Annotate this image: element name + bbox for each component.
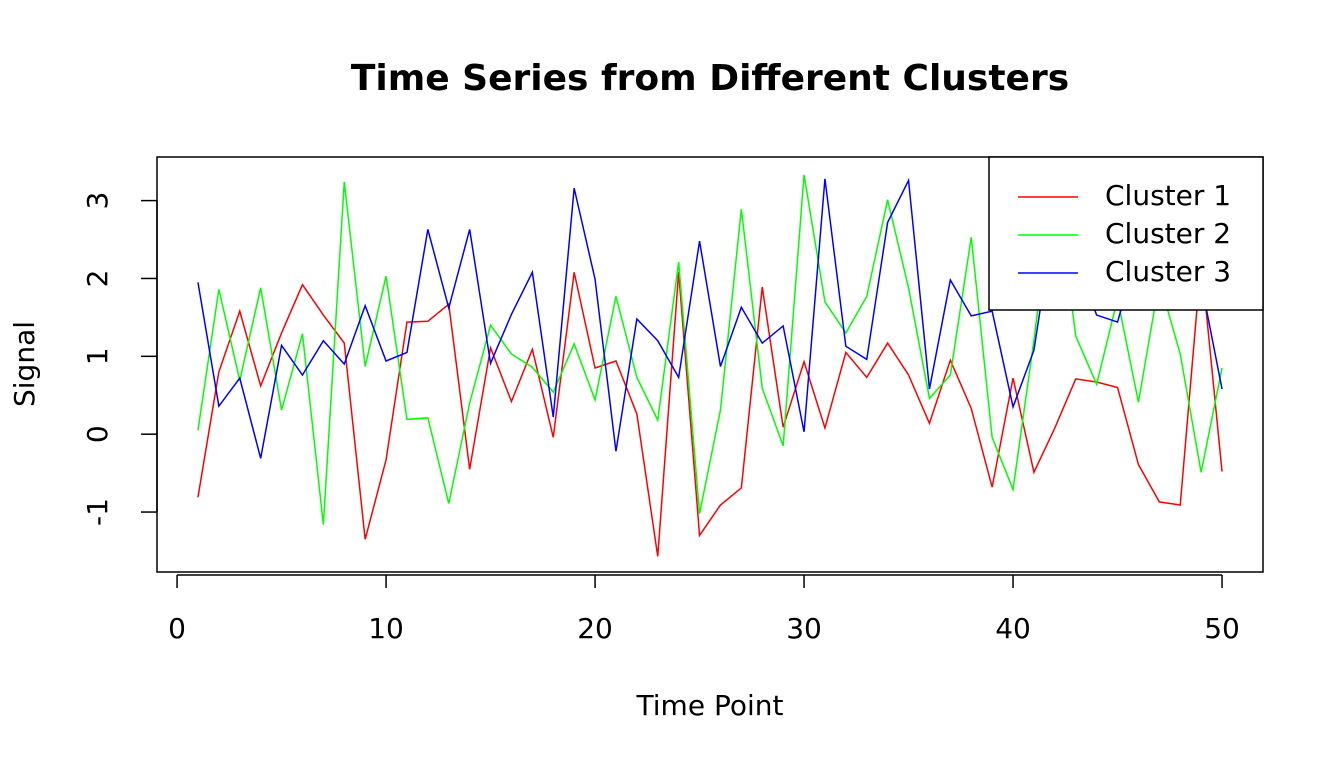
legend-label: Cluster 2 (1105, 217, 1231, 250)
y-tick-label: 2 (81, 270, 114, 288)
chart-title: Time Series from Different Clusters (351, 58, 1069, 99)
legend-box (988, 156, 1264, 311)
x-tick-label: 10 (368, 612, 404, 645)
x-tick-label: 30 (786, 612, 822, 645)
x-tick-label: 50 (1204, 612, 1240, 645)
y-tick-label: 3 (81, 192, 114, 210)
legend-label: Cluster 3 (1105, 255, 1231, 288)
y-axis-label: Signal (8, 321, 41, 407)
y-tick-label: 1 (81, 347, 114, 365)
legend-label: Cluster 1 (1105, 179, 1231, 212)
series-line (197, 259, 1223, 557)
y-tick-label: -1 (81, 498, 114, 526)
x-tick-label: 0 (168, 612, 186, 645)
y-tick-label: 0 (81, 425, 114, 443)
x-tick-label: 40 (995, 612, 1031, 645)
x-tick-label: 20 (577, 612, 613, 645)
x-axis-label: Time Point (636, 689, 784, 722)
